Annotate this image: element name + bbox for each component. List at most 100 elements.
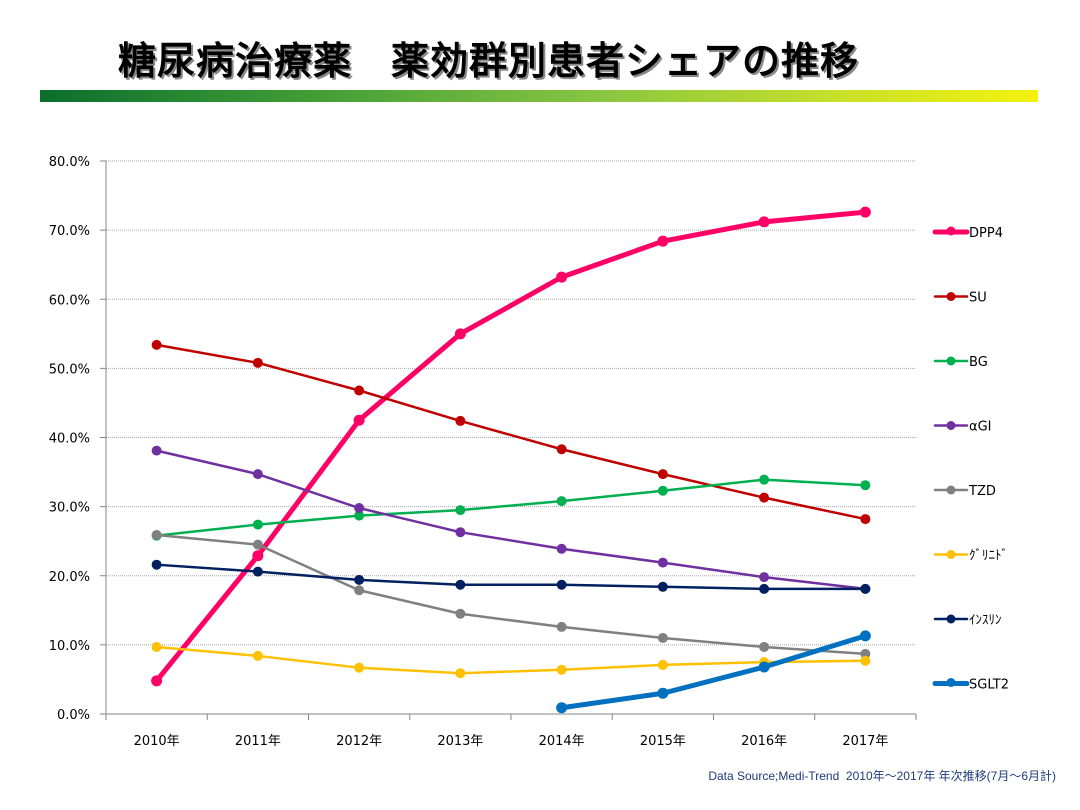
legend-label: αGI (969, 420, 991, 435)
series-αGI (151, 445, 871, 594)
data-point (354, 585, 365, 596)
series-line (155, 343, 867, 521)
data-point (860, 648, 871, 659)
data-point (860, 514, 871, 525)
data-point (556, 702, 568, 714)
series-TZD (151, 529, 871, 659)
data-point (860, 583, 871, 594)
data-point (860, 480, 871, 491)
data-point (252, 566, 263, 577)
y-tick-label: 50.0% (49, 362, 90, 377)
legend-item: ｸﾞﾘﾆﾄﾞ (933, 549, 1008, 564)
legend-item: ｲﾝｽﾘﾝ (933, 613, 1002, 628)
series-line (155, 645, 867, 675)
data-point (556, 271, 568, 283)
legend-label: SGLT2 (969, 678, 1009, 693)
legend-label: BG (969, 355, 988, 370)
data-point (657, 557, 668, 568)
legend-marker (946, 550, 956, 559)
series-line (155, 533, 867, 656)
data-point (455, 415, 466, 426)
data-point (455, 505, 466, 516)
legend-marker (946, 356, 956, 366)
data-point (657, 687, 669, 699)
y-tick-label: 80.0% (49, 155, 90, 170)
gridlines (106, 160, 916, 646)
x-tick-label: 2013年 (437, 734, 483, 749)
data-point (353, 414, 365, 426)
legend-item: TZD (933, 484, 996, 499)
data-point (252, 519, 263, 530)
title-gradient-bar (40, 90, 1038, 102)
data-point (252, 650, 263, 661)
data-point (455, 608, 466, 619)
data-point (758, 661, 770, 673)
series-line (154, 209, 868, 684)
series-line (155, 563, 867, 591)
data-point (556, 579, 567, 590)
series-lines (151, 206, 871, 714)
data-point (354, 503, 365, 514)
x-tick-label: 2016年 (741, 734, 787, 749)
series-DPP4 (151, 206, 871, 687)
y-axis-ticks: 0.0% 10.0% 20.0% 30.0% 40.0% 50.0% 60.0% 70.0% 8… (49, 155, 106, 723)
data-point (252, 357, 263, 368)
data-point (151, 529, 162, 540)
data-point (151, 445, 162, 456)
legend-label: TZD (968, 484, 996, 499)
series-line (155, 449, 867, 591)
data-point (759, 641, 770, 652)
series-BG (151, 474, 871, 541)
legend-label: ｸﾞﾘﾆﾄﾞ (969, 549, 1008, 564)
data-point (252, 550, 264, 562)
legend-item: BG (933, 355, 988, 370)
data-point (354, 510, 365, 521)
data-point (657, 581, 668, 592)
data-point (354, 662, 365, 673)
data-point (556, 496, 567, 507)
data-point (556, 664, 567, 675)
x-axis-ticks: 2010年 2011年 2012年 2013年 2014年 2015年 2016年 2017年 (105, 714, 917, 749)
data-point (151, 675, 163, 687)
data-point (455, 579, 466, 590)
data-point (758, 216, 770, 228)
data-point (759, 572, 770, 583)
data-point (860, 655, 871, 666)
legend-item: SGLT2 (932, 678, 1009, 693)
data-point (354, 385, 365, 396)
legend-marker (946, 421, 956, 430)
legend-marker (946, 292, 956, 301)
data-point (759, 474, 770, 485)
series-SU (151, 339, 871, 525)
data-point (859, 206, 871, 218)
data-point (759, 492, 770, 503)
legend-marker (946, 614, 956, 624)
data-point (657, 632, 668, 643)
x-tick-label: 2015年 (640, 734, 686, 749)
y-tick-label: 70.0% (49, 224, 90, 239)
data-point (657, 235, 669, 247)
legend-marker (946, 678, 956, 687)
y-tick-label: 0.0% (57, 708, 90, 723)
y-tick-label: 40.0% (49, 432, 90, 447)
data-point (556, 543, 567, 554)
data-point (657, 659, 668, 670)
legend: DPP4 SU BG αGI TZD ｸﾞﾘﾆﾄﾞ ｲﾝｽﾘﾝ SGLT2 (932, 226, 1009, 693)
legend-item: SU (933, 291, 987, 306)
legend-item: DPP4 (932, 226, 1003, 241)
series-SGLT2 (556, 630, 871, 714)
legend-label: ｲﾝｽﾘﾝ (969, 613, 1002, 628)
data-point (454, 328, 466, 340)
data-point (556, 444, 567, 455)
data-point (455, 527, 466, 538)
legend-item: αGI (933, 420, 991, 435)
data-point (759, 583, 770, 594)
y-tick-label: 60.0% (49, 293, 90, 308)
page-title: 糖尿病治療薬 薬効群別患者シェアの推移 (118, 39, 860, 83)
y-tick-label: 10.0% (49, 639, 90, 654)
series-line (155, 478, 867, 537)
series-ｲﾝｽﾘﾝ (151, 559, 871, 594)
legend-marker (946, 485, 956, 495)
data-point (252, 539, 263, 550)
